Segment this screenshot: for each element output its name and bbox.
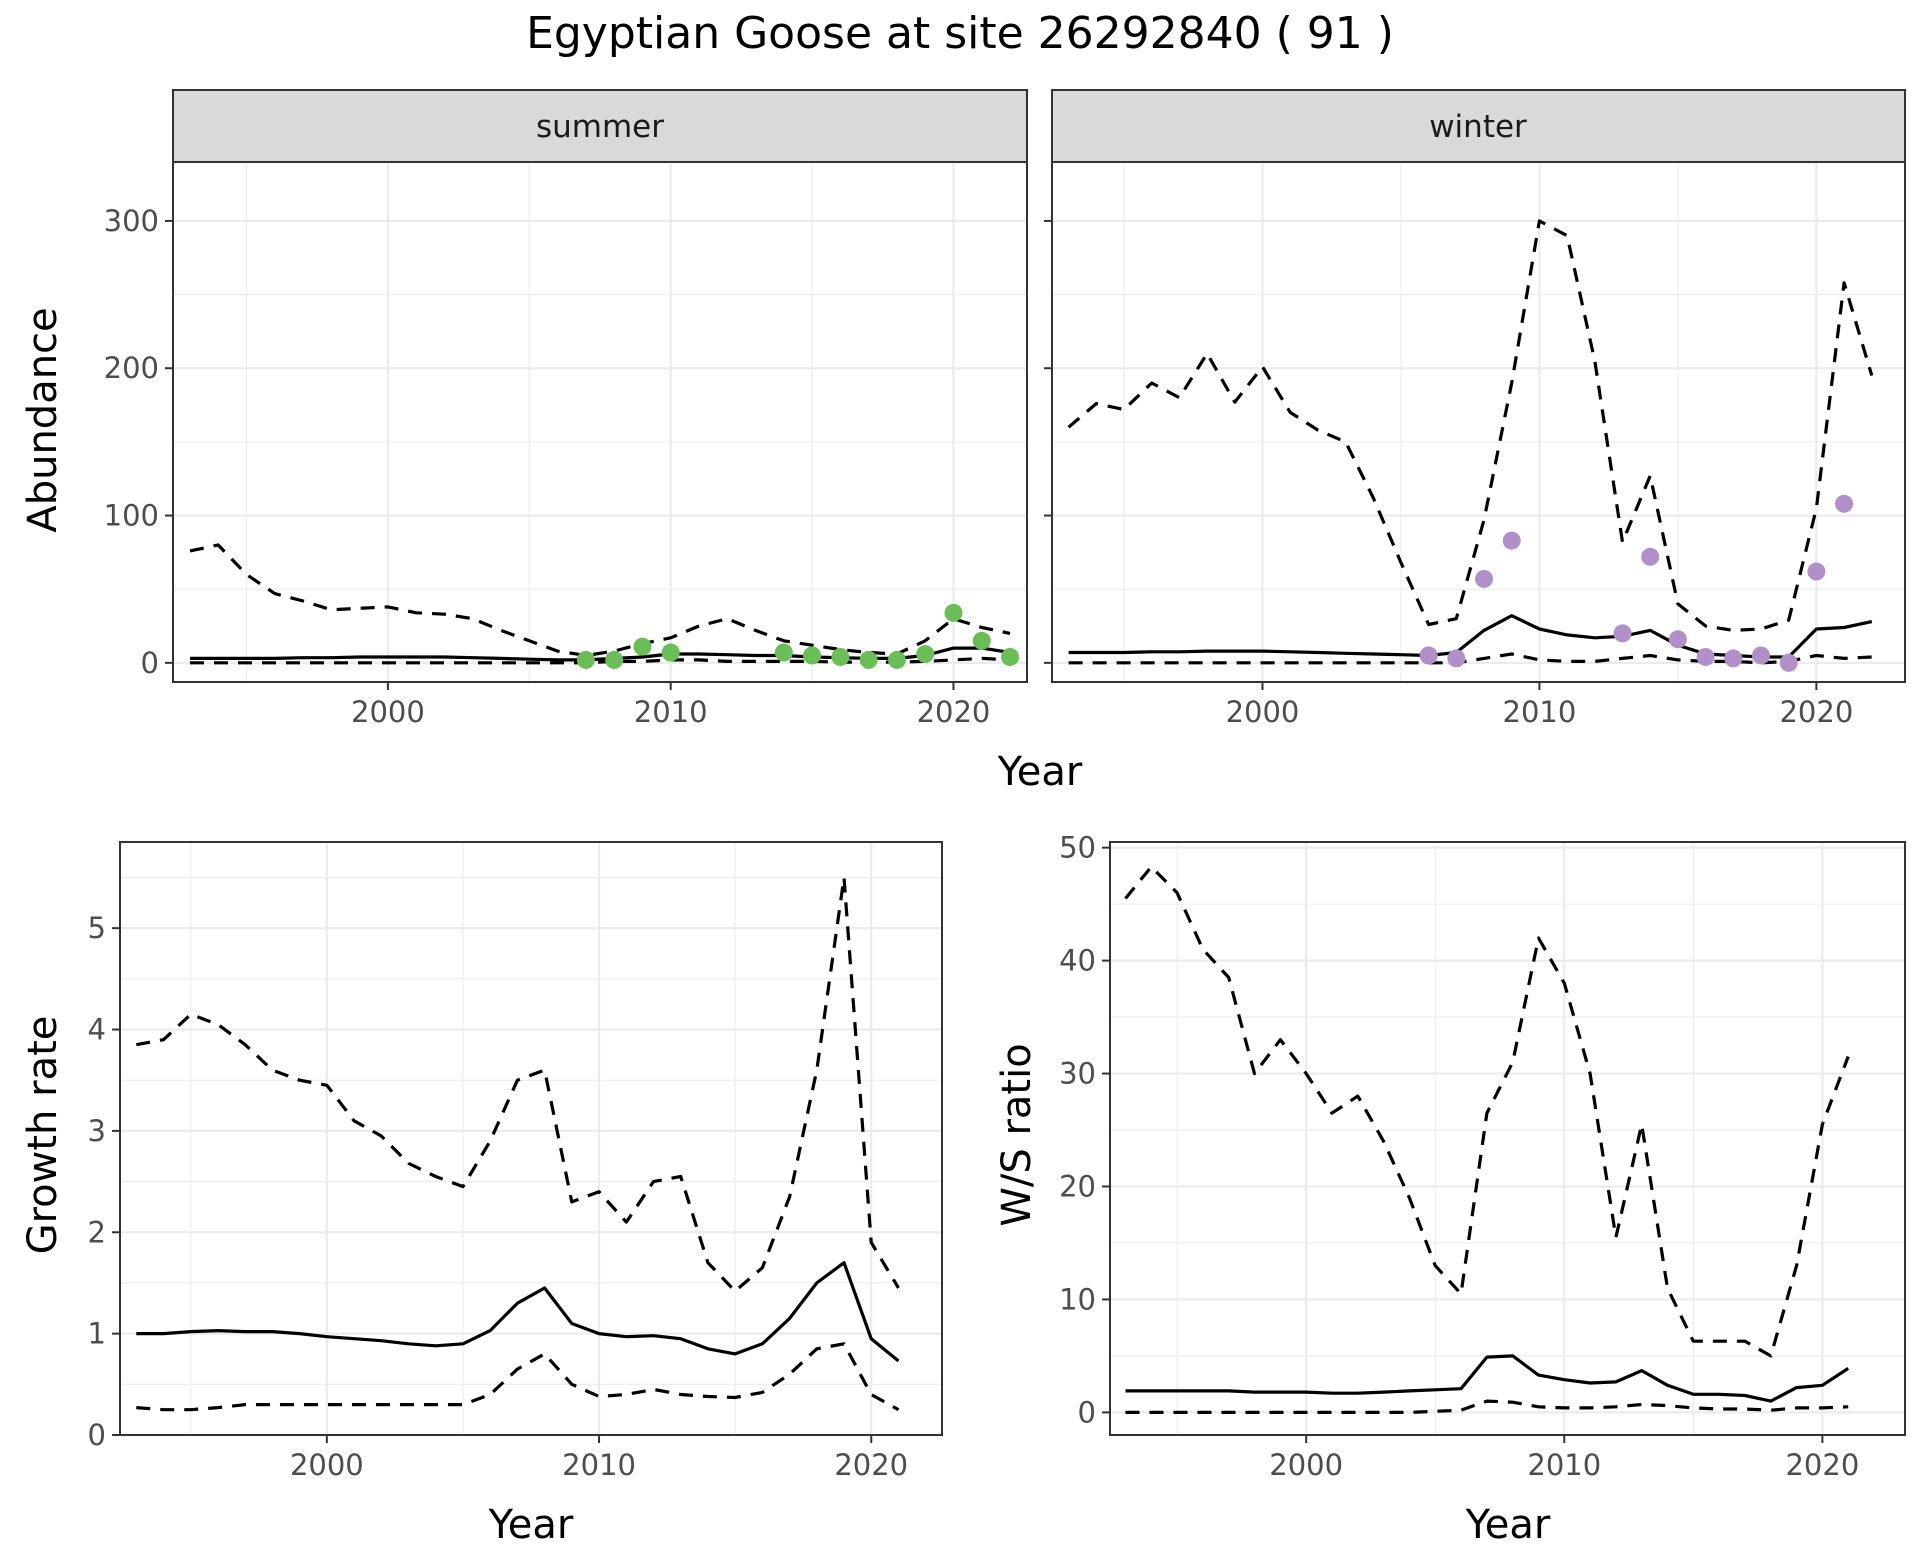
observed-count-point bbox=[1696, 647, 1715, 666]
upper-bound-line bbox=[136, 875, 900, 1293]
observed-count-point bbox=[605, 650, 624, 669]
panel-border bbox=[1109, 841, 1906, 1436]
x-tick-label: 2020 bbox=[834, 1448, 908, 1482]
lower-bound-line bbox=[1068, 652, 1872, 665]
strip-summer: summer bbox=[172, 89, 1028, 163]
y-tick-label: 40 bbox=[1059, 944, 1096, 978]
panel-border bbox=[172, 161, 1028, 683]
plot-area bbox=[1109, 841, 1906, 1436]
observed-count-point bbox=[1641, 547, 1660, 566]
growth-x-axis-title: Year bbox=[488, 1502, 574, 1548]
panel-border bbox=[119, 841, 943, 1436]
plot-area bbox=[119, 841, 943, 1436]
y-tick-label: 1 bbox=[88, 1317, 106, 1351]
top-x-axis-title: Year bbox=[997, 749, 1083, 795]
observed-count-point bbox=[633, 637, 652, 656]
observed-count-point bbox=[1835, 494, 1854, 513]
y-tick-label: 20 bbox=[1059, 1170, 1096, 1204]
panel-ws-ratio: 2000 2010 2020 0 10 20 30 40 50 bbox=[1059, 831, 1906, 1482]
x-tick-label: 2010 bbox=[1527, 1448, 1601, 1482]
panel-growth-rate: 2000 2010 2020 0 1 2 3 4 5 bbox=[88, 841, 943, 1482]
observed-count-point bbox=[1001, 647, 1020, 666]
strip-winter-label: winter bbox=[1429, 109, 1527, 145]
observed-count-point bbox=[661, 643, 680, 662]
observed-count-point bbox=[1502, 531, 1521, 550]
observed-count-point bbox=[1724, 649, 1743, 668]
y-tick-label: 10 bbox=[1059, 1282, 1096, 1316]
x-tick-label: 2010 bbox=[562, 1448, 636, 1482]
lower-bound-line bbox=[136, 1342, 900, 1412]
observed-count-point bbox=[916, 645, 935, 664]
observed-count-point bbox=[774, 643, 793, 662]
panel-winter: 2000 2010 2020 bbox=[1044, 161, 1906, 729]
y-tick-label: 5 bbox=[88, 911, 106, 945]
observed-count-point bbox=[1807, 562, 1826, 581]
growth-y-axis-title: Growth rate bbox=[20, 1016, 66, 1255]
plot-area bbox=[172, 161, 1028, 683]
ratio-x-axis-title: Year bbox=[1465, 1502, 1551, 1548]
observed-count-point bbox=[831, 647, 850, 666]
y-tick-label: 2 bbox=[88, 1215, 106, 1249]
upper-bound-line bbox=[1124, 865, 1850, 1358]
y-tick-label: 100 bbox=[104, 499, 159, 533]
observed-count-point bbox=[944, 603, 963, 622]
observed-count-point bbox=[1613, 624, 1632, 643]
observed-count-point bbox=[1668, 630, 1687, 649]
strip-winter: winter bbox=[1051, 89, 1906, 163]
x-tick-label: 2020 bbox=[917, 695, 991, 729]
y-tick-label: 30 bbox=[1059, 1057, 1096, 1091]
x-tick-label: 2010 bbox=[1503, 695, 1577, 729]
abundance-y-axis-title: Abundance bbox=[20, 307, 66, 532]
strip-summer-label: summer bbox=[536, 109, 664, 145]
x-tick-label: 2000 bbox=[1226, 695, 1300, 729]
x-tick-label: 2020 bbox=[1779, 695, 1853, 729]
y-tick-label: 4 bbox=[88, 1013, 106, 1047]
y-tick-label: 300 bbox=[104, 204, 159, 238]
y-tick-label: 0 bbox=[1078, 1395, 1096, 1429]
panel-border bbox=[1051, 161, 1906, 683]
observed-count-point bbox=[1475, 569, 1494, 588]
x-tick-label: 2020 bbox=[1785, 1448, 1859, 1482]
observed-count-point bbox=[1779, 653, 1798, 672]
x-tick-label: 2000 bbox=[1269, 1448, 1343, 1482]
estimate-line bbox=[1125, 1354, 1850, 1403]
y-tick-label: 50 bbox=[1059, 831, 1096, 865]
observed-count-point bbox=[972, 631, 991, 650]
x-tick-label: 2000 bbox=[351, 695, 425, 729]
panel-summer: 2000 2010 2020 0 100 200 300 bbox=[104, 161, 1028, 729]
estimate-line bbox=[136, 1261, 900, 1363]
observed-count-point bbox=[1419, 646, 1438, 665]
y-tick-label: 0 bbox=[88, 1418, 106, 1452]
upper-bound-line bbox=[1067, 219, 1874, 632]
y-tick-label: 200 bbox=[104, 351, 159, 385]
plot-area bbox=[1051, 161, 1906, 683]
observed-count-point bbox=[859, 650, 878, 669]
y-tick-label: 0 bbox=[141, 646, 159, 680]
observed-count-point bbox=[576, 650, 595, 669]
observed-count-point bbox=[1447, 649, 1466, 668]
x-tick-label: 2010 bbox=[634, 695, 708, 729]
chart-title: Egyptian Goose at site 26292840 ( 91 ) bbox=[526, 8, 1394, 59]
observed-count-point bbox=[1751, 646, 1770, 665]
observed-count-point bbox=[887, 650, 906, 669]
ratio-y-axis-title: W/S ratio bbox=[994, 1043, 1040, 1226]
observed-count-point bbox=[803, 646, 822, 665]
y-tick-label: 3 bbox=[88, 1114, 106, 1148]
x-tick-label: 2000 bbox=[290, 1448, 364, 1482]
lower-bound-line bbox=[1125, 1399, 1849, 1414]
